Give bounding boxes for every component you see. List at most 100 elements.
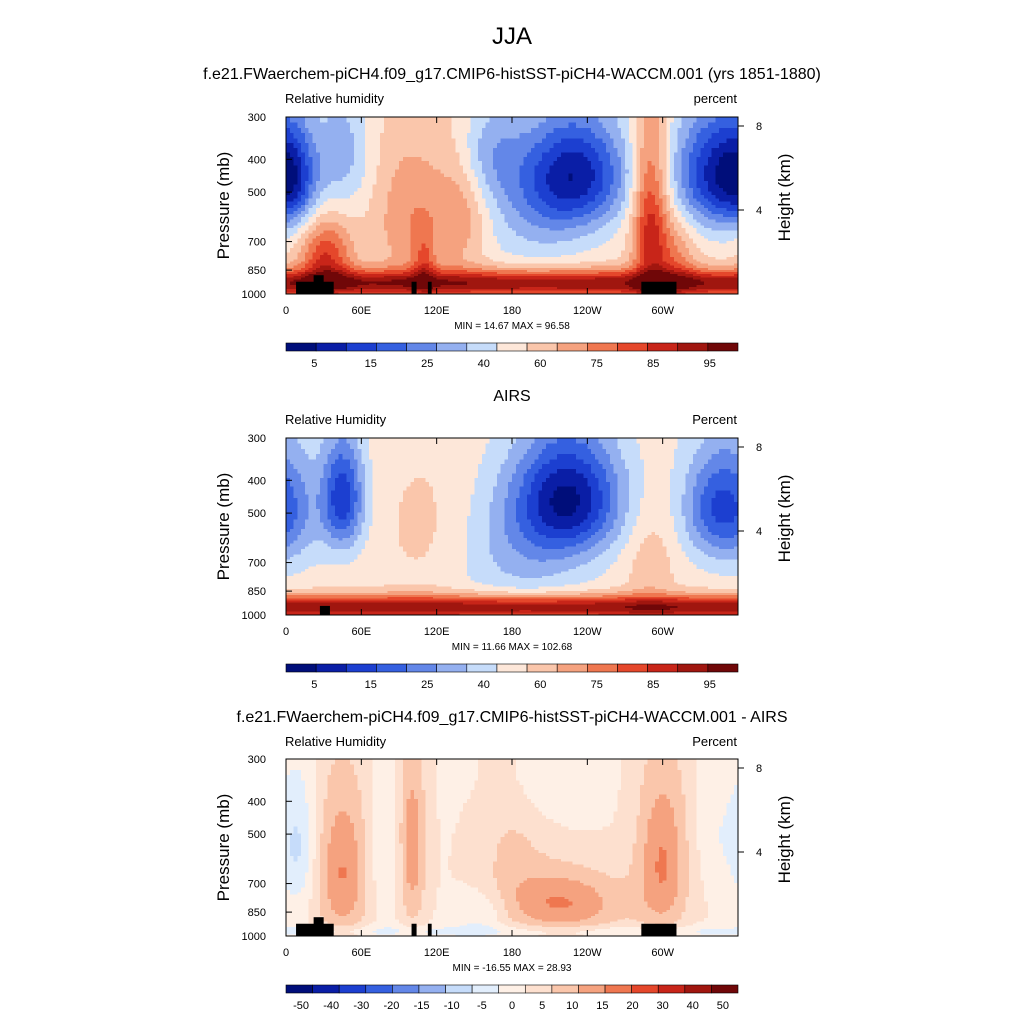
heatmap-cell — [308, 152, 313, 158]
heatmap-cell — [455, 152, 460, 158]
heatmap-cell — [613, 143, 619, 149]
heatmap-cell — [463, 210, 468, 215]
heatmap-cell — [576, 152, 581, 158]
heatmap-cell — [617, 143, 622, 149]
heatmap-cell — [380, 177, 385, 182]
heatmap-cell — [628, 177, 634, 182]
heatmap-cell — [579, 138, 585, 144]
heatmap-cell — [436, 161, 442, 166]
heatmap-cell — [395, 147, 400, 153]
heatmap-cell — [489, 201, 494, 206]
heatmap-cell — [530, 238, 536, 242]
heatmap-cell — [553, 216, 558, 221]
heatmap-cell — [402, 173, 408, 178]
heatmap-cell — [395, 233, 400, 237]
heatmap-cell — [425, 117, 430, 124]
heatmap-cell — [474, 143, 479, 149]
heatmap-cell — [549, 219, 555, 224]
heatmap-cell — [425, 180, 430, 186]
heatmap-cell — [553, 147, 558, 153]
heatmap-cell — [527, 152, 532, 158]
heatmap-cell — [613, 173, 619, 178]
heatmap-cell — [591, 216, 596, 221]
heatmap-cell — [316, 191, 321, 196]
heatmap-cell — [689, 147, 694, 153]
heatmap-cell — [421, 191, 426, 196]
heatmap-cell — [542, 210, 547, 215]
heatmap-cell — [696, 161, 701, 166]
heatmap-cell — [572, 225, 577, 229]
heatmap-cell — [301, 152, 306, 158]
heatmap-cell — [576, 195, 581, 199]
heatmap-cell — [673, 216, 679, 221]
heatmap-cell — [572, 156, 577, 162]
heatmap-cell — [523, 173, 528, 178]
heatmap-cell — [628, 207, 634, 212]
heatmap-cell — [572, 204, 577, 209]
heatmap-cell — [617, 222, 622, 226]
heatmap-cell — [598, 204, 603, 209]
heatmap-cell — [560, 201, 566, 206]
heatmap-cell — [466, 225, 472, 229]
heatmap-cell — [410, 235, 415, 239]
heatmap-cell — [628, 233, 634, 237]
heatmap-cell — [451, 235, 457, 239]
heatmap-cell — [496, 198, 502, 203]
heatmap-cell — [429, 204, 434, 209]
heatmap-cell — [478, 207, 483, 212]
heatmap-cell — [312, 225, 317, 229]
heatmap-cell — [504, 191, 509, 196]
heatmap-cell — [542, 180, 547, 186]
heatmap-cell — [485, 173, 490, 178]
heatmap-cell — [704, 138, 709, 144]
heatmap-cell — [527, 165, 532, 170]
heatmap-cell — [602, 210, 607, 215]
heatmap-cell — [331, 173, 336, 178]
heatmap-cell — [485, 180, 490, 186]
heatmap-cell — [625, 138, 630, 144]
heatmap-cell — [297, 156, 302, 162]
heatmap-cell — [530, 235, 536, 239]
heatmap-cell — [670, 188, 675, 193]
heatmap-cell — [319, 207, 325, 212]
heatmap-cell — [357, 216, 362, 221]
heatmap-cell — [670, 152, 675, 158]
heatmap-cell — [557, 133, 562, 139]
heatmap-cell — [700, 173, 705, 178]
heatmap-cell — [640, 122, 645, 129]
heatmap-cell — [722, 173, 728, 178]
heatmap-cell — [380, 122, 385, 129]
heatmap-cell — [414, 195, 419, 199]
heatmap-cell — [643, 180, 649, 186]
heatmap-cell — [429, 152, 434, 158]
heatmap-cell — [327, 128, 332, 134]
heatmap-cell — [346, 230, 351, 234]
heatmap-cell — [523, 201, 528, 206]
heatmap-cell — [387, 128, 393, 134]
heatmap-cell — [534, 201, 539, 206]
heatmap-cell — [640, 222, 645, 226]
heatmap-cell — [493, 156, 498, 162]
heatmap-cell — [444, 238, 449, 242]
heatmap-cell — [481, 152, 487, 158]
heatmap-cell — [707, 122, 713, 129]
heatmap-cell — [700, 161, 705, 166]
heatmap-cell — [621, 169, 626, 174]
heatmap-cell — [301, 240, 306, 244]
heatmap-cell — [545, 169, 551, 174]
heatmap-cell — [655, 147, 660, 153]
heatmap-cell — [504, 177, 509, 182]
heatmap-cell — [331, 156, 336, 162]
heatmap-cell — [508, 222, 513, 226]
heatmap-cell — [722, 152, 728, 158]
heatmap-cell — [350, 184, 355, 189]
heatmap-cell — [515, 161, 521, 166]
heatmap-cell — [496, 133, 502, 139]
heatmap-cell — [730, 156, 735, 162]
heatmap-cell — [301, 122, 306, 129]
heatmap-cell — [327, 230, 332, 234]
heatmap-cell — [380, 143, 385, 149]
heatmap-cell — [594, 233, 600, 237]
heatmap-cell — [534, 173, 539, 178]
heatmap-cell — [319, 228, 325, 232]
